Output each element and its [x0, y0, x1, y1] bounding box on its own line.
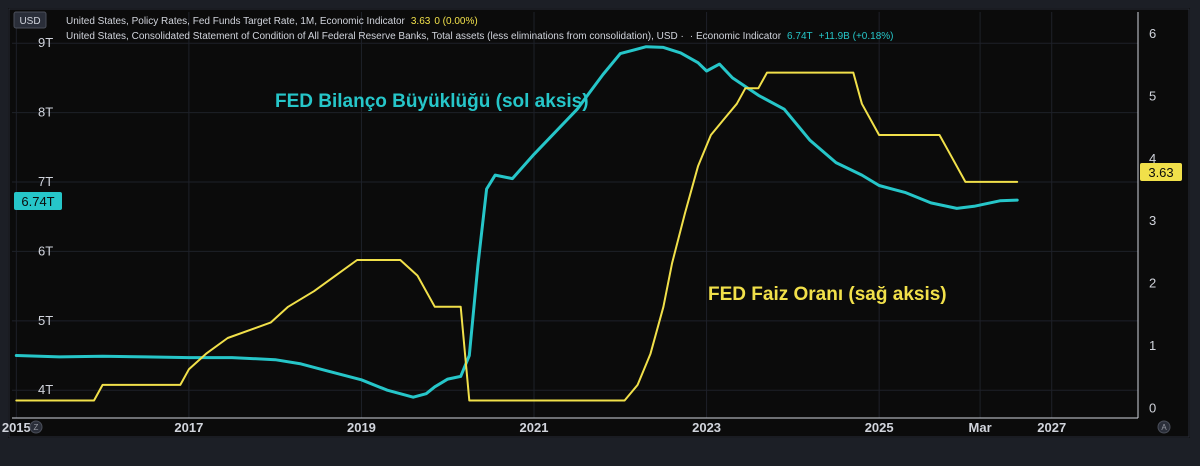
right-tick-6: 6 — [1149, 26, 1156, 41]
legend-rate-title: United States, Policy Rates, Fed Funds T… — [66, 16, 406, 27]
legend-balance-change: +11.9B (+0.18%) — [819, 31, 894, 42]
x-tick-2027: 2027 — [1037, 420, 1066, 435]
currency-button[interactable] — [13, 11, 47, 29]
chart-panel-border — [8, 8, 1190, 438]
fed-funds-rate-line[interactable] — [15, 71, 1019, 402]
left-tick-8t: 8T — [38, 105, 53, 120]
right-tick-3: 3 — [1149, 213, 1156, 228]
x-tick-mar: Mar — [969, 420, 992, 435]
chart-panel — [8, 8, 1190, 438]
x-tick-2021: 2021 — [520, 420, 549, 435]
right-tick-2: 2 — [1149, 276, 1156, 291]
auto-scale-button[interactable] — [1157, 420, 1171, 434]
x-tick-2017: 2017 — [174, 420, 203, 435]
x-tick-2015: 2015 — [2, 420, 31, 435]
currency-label: USD — [19, 16, 40, 27]
x-tick-2025: 2025 — [865, 420, 894, 435]
left-tick-4t: 4T — [38, 382, 53, 397]
legend-rate[interactable]: United States, Policy Rates, Fed Funds T… — [66, 16, 478, 27]
legend-balance-suffix: · Economic Indicator — [690, 31, 782, 42]
left-scale-button-label: Z — [34, 423, 39, 432]
balance-last-value-label: 6.74T — [21, 194, 54, 209]
gridlines — [12, 12, 1138, 418]
left-tick-5t: 5T — [38, 313, 53, 328]
legend-balance-value: 6.74T — [787, 31, 813, 42]
x-tick-2023: 2023 — [692, 420, 721, 435]
balance-sheet-line[interactable] — [14, 45, 1019, 399]
rate-last-value-badge — [1140, 163, 1182, 181]
left-axis[interactable]: 4T 5T 6T 7T 8T 9T — [38, 35, 53, 397]
balance-last-value-badge — [14, 192, 62, 210]
right-tick-4: 4 — [1149, 151, 1156, 166]
right-tick-5: 5 — [1149, 88, 1156, 103]
legend-rate-change: 0 (0.00%) — [434, 16, 477, 27]
annotation-rate: FED Faiz Oranı (sağ aksis) — [708, 284, 947, 305]
rate-last-value-label: 3.63 — [1148, 165, 1173, 180]
right-tick-0: 0 — [1149, 401, 1156, 416]
right-tick-1: 1 — [1149, 338, 1156, 353]
legend-balance[interactable]: United States, Consolidated Statement of… — [66, 31, 894, 42]
legend-balance-title: United States, Consolidated Statement of… — [66, 31, 684, 42]
left-scale-button[interactable] — [29, 420, 43, 434]
legend-rate-value: 3.63 — [411, 16, 431, 27]
annotation-balance: FED Bilanço Büyüklüğü (sol aksis) — [275, 91, 589, 112]
time-axis[interactable]: 2015 2017 2019 2021 2023 2025 Mar 2027 — [2, 420, 1066, 435]
left-tick-9t: 9T — [38, 35, 53, 50]
series-layer[interactable] — [14, 45, 1019, 402]
auto-scale-button-label: A — [1161, 423, 1167, 432]
right-axis[interactable]: 0 1 2 3 4 5 6 — [1149, 26, 1156, 416]
left-tick-6t: 6T — [38, 243, 53, 258]
left-tick-7t: 7T — [38, 174, 53, 189]
x-tick-2019: 2019 — [347, 420, 376, 435]
